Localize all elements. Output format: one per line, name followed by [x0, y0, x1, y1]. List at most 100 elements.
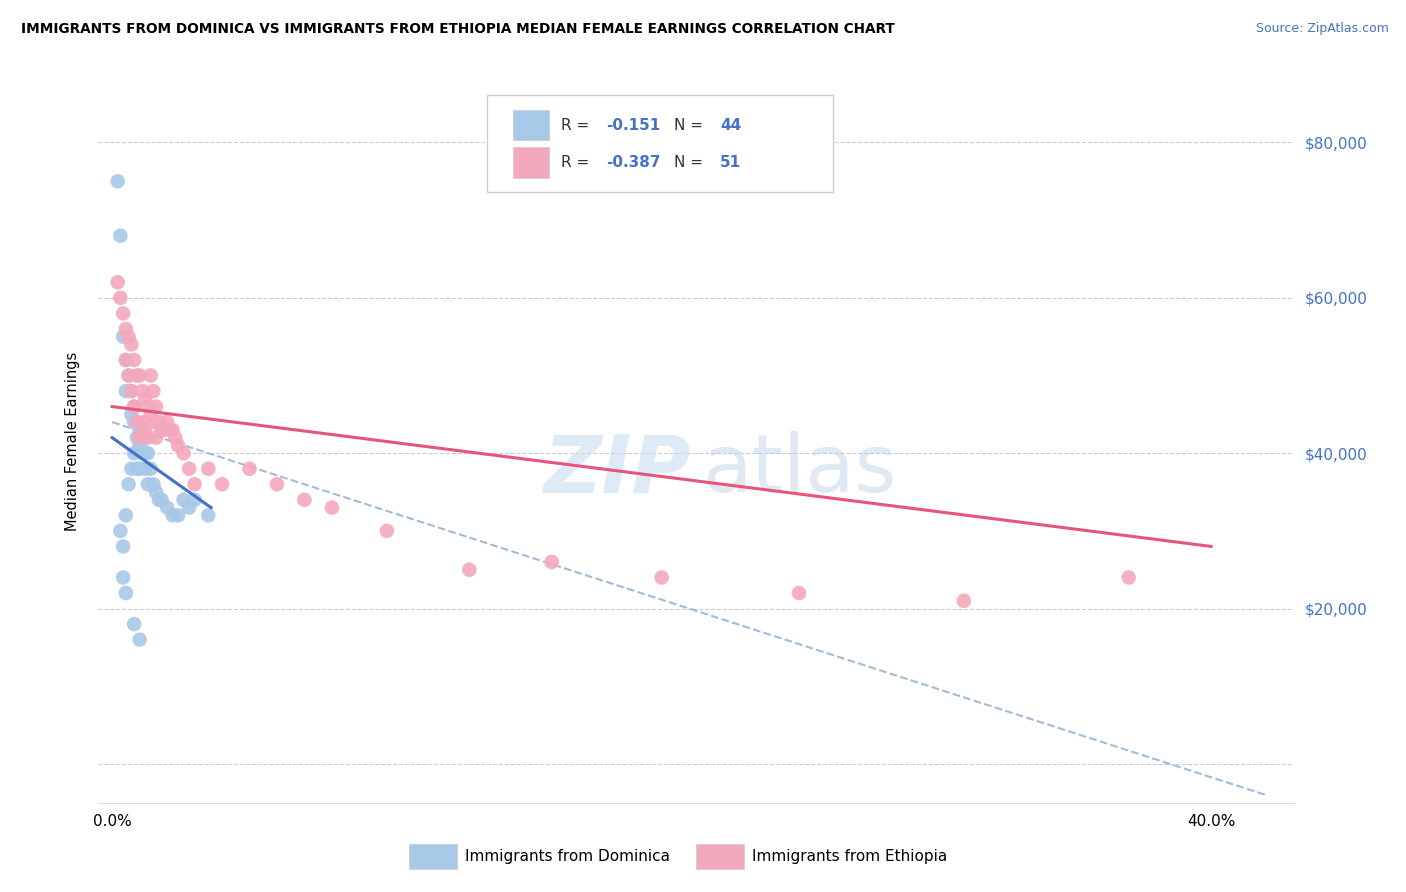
Point [134, 392, 156, 406]
Point [150, 492, 173, 507]
Point [122, 617, 145, 632]
Point [321, 500, 343, 515]
Point [167, 438, 190, 452]
Point [107, 174, 129, 188]
Point [142, 477, 165, 491]
Point [122, 353, 145, 368]
Text: -0.387: -0.387 [606, 155, 661, 170]
Text: N =: N = [675, 118, 709, 133]
Point [145, 431, 167, 445]
Point [128, 423, 150, 437]
Text: N =: N = [675, 155, 709, 170]
Point [115, 586, 138, 600]
Point [110, 524, 132, 538]
Point [148, 492, 170, 507]
Point [128, 632, 150, 647]
Point [115, 508, 138, 523]
Text: ZIP: ZIP [543, 432, 690, 509]
Point [120, 408, 142, 422]
Point [156, 500, 179, 515]
Point [136, 477, 159, 491]
Point [117, 477, 139, 491]
Point [117, 329, 139, 343]
Point [651, 570, 673, 584]
Point [125, 368, 148, 383]
Point [122, 415, 145, 429]
Point [953, 594, 976, 608]
Point [139, 408, 162, 422]
Point [115, 353, 138, 368]
Point [183, 492, 205, 507]
Point [134, 423, 156, 437]
Point [197, 508, 219, 523]
Text: atlas: atlas [702, 432, 896, 509]
Point [134, 461, 156, 475]
Point [145, 400, 167, 414]
Point [110, 228, 132, 243]
Point [125, 415, 148, 429]
Point [162, 423, 184, 437]
Point [115, 322, 138, 336]
Point [238, 461, 260, 475]
Point [128, 368, 150, 383]
Text: R =: R = [561, 118, 595, 133]
Point [156, 415, 179, 429]
Point [173, 446, 195, 460]
Point [458, 563, 481, 577]
Point [145, 485, 167, 500]
Point [131, 431, 153, 445]
Text: IMMIGRANTS FROM DOMINICA VS IMMIGRANTS FROM ETHIOPIA MEDIAN FEMALE EARNINGS CORR: IMMIGRANTS FROM DOMINICA VS IMMIGRANTS F… [21, 22, 894, 37]
Point [120, 384, 142, 398]
Point [120, 384, 142, 398]
FancyBboxPatch shape [486, 95, 834, 193]
Text: Source: ZipAtlas.com: Source: ZipAtlas.com [1256, 22, 1389, 36]
Point [197, 461, 219, 475]
Point [159, 423, 181, 437]
Point [128, 438, 150, 452]
Text: 51: 51 [720, 155, 741, 170]
Point [173, 492, 195, 507]
Y-axis label: Median Female Earnings: Median Female Earnings [65, 352, 80, 531]
Point [139, 461, 162, 475]
Point [139, 368, 162, 383]
Point [117, 368, 139, 383]
Point [122, 446, 145, 460]
FancyBboxPatch shape [513, 110, 548, 140]
FancyBboxPatch shape [696, 844, 744, 870]
Point [110, 291, 132, 305]
Point [142, 415, 165, 429]
Point [183, 477, 205, 491]
Text: 44: 44 [720, 118, 741, 133]
Point [112, 570, 135, 584]
Point [131, 384, 153, 398]
FancyBboxPatch shape [513, 147, 548, 178]
Point [266, 477, 288, 491]
Point [787, 586, 810, 600]
Point [177, 500, 200, 515]
Point [128, 461, 150, 475]
Text: -0.151: -0.151 [606, 118, 661, 133]
Point [1118, 570, 1140, 584]
Point [136, 431, 159, 445]
Point [122, 400, 145, 414]
Point [131, 415, 153, 429]
Point [136, 446, 159, 460]
Point [294, 492, 316, 507]
Text: R =: R = [561, 155, 595, 170]
Point [125, 461, 148, 475]
Point [112, 329, 135, 343]
Point [125, 415, 148, 429]
Point [120, 337, 142, 351]
Point [117, 368, 139, 383]
Point [148, 415, 170, 429]
Point [131, 446, 153, 460]
Point [125, 431, 148, 445]
Point [162, 508, 184, 523]
FancyBboxPatch shape [409, 844, 457, 870]
Point [177, 461, 200, 475]
Point [540, 555, 562, 569]
Point [167, 508, 190, 523]
Text: Immigrants from Ethiopia: Immigrants from Ethiopia [752, 849, 948, 863]
Point [165, 431, 187, 445]
Point [134, 446, 156, 460]
